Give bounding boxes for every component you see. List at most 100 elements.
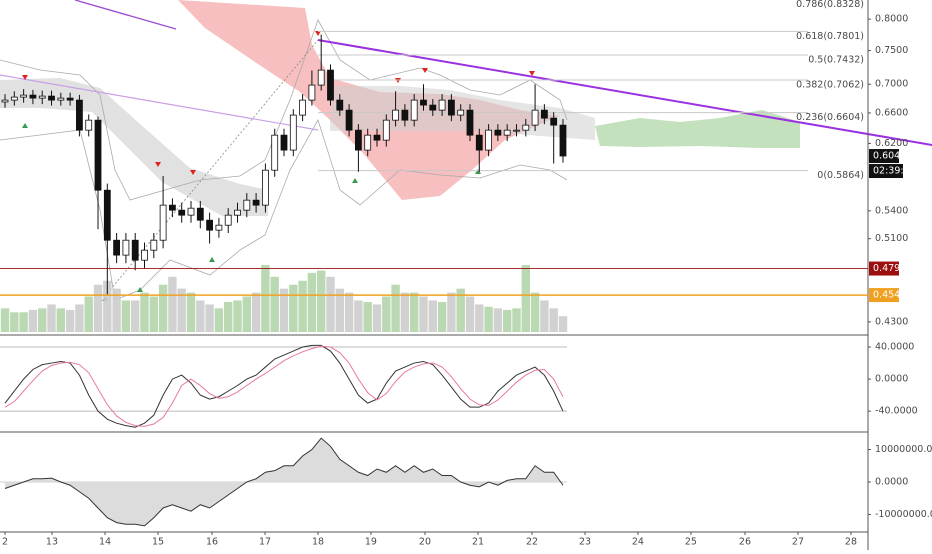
candle-body [150, 239, 158, 251]
volume-bar [205, 304, 214, 332]
price-label: 0.4543 [873, 290, 906, 301]
volume-bar [391, 284, 400, 332]
candle-body [243, 199, 251, 211]
cloud-gray [0, 78, 268, 216]
candle-body [382, 119, 390, 141]
price-label: 0.4797 [873, 263, 906, 274]
candle-body [289, 114, 297, 151]
y-tick-label: 0.8000 [875, 14, 908, 25]
fib-label: 0.5(0.7432) [808, 55, 864, 66]
volume-bar [437, 302, 447, 332]
y-tick-label: 40.0000 [875, 342, 914, 353]
volume-bar [168, 276, 177, 332]
x-tick-label: 26 [739, 537, 751, 548]
volume-bar [10, 312, 19, 332]
x-tick-label: 2 [2, 537, 8, 548]
volume-bar [261, 265, 270, 332]
volume-bar [354, 300, 363, 332]
x-tick-label: 21 [472, 537, 484, 548]
trend-line [74, 0, 177, 30]
x-tick-label: 23 [579, 537, 591, 548]
candle-body [494, 129, 502, 136]
y-tick-label: 0.7000 [875, 79, 908, 90]
price-box [869, 261, 899, 276]
price-box [869, 288, 899, 303]
trend-line [104, 39, 319, 297]
candle-body [224, 214, 232, 226]
volume-bar [196, 300, 205, 332]
candle-body [429, 104, 437, 111]
volume-bar [28, 309, 38, 332]
volume-bar [149, 296, 159, 332]
candle-body [234, 209, 241, 216]
candle-body [85, 119, 93, 131]
envelope [0, 19, 568, 201]
volume-bar [103, 280, 112, 332]
x-tick-label: 15 [152, 537, 164, 548]
x-tick-label: 25 [685, 537, 697, 548]
trend-line [317, 39, 932, 146]
volume-bar [363, 302, 372, 332]
fib-label: 0(0.5864) [817, 170, 864, 181]
candle-body [252, 199, 260, 206]
volume-bar [400, 292, 410, 332]
candle-body [38, 95, 46, 99]
volume-bar [0, 308, 10, 332]
volume-bar [382, 296, 391, 332]
candle-body [280, 134, 288, 151]
volume-bar [158, 284, 168, 332]
candle-body [540, 109, 548, 119]
volume-bar [47, 304, 56, 332]
candle-body [410, 99, 418, 121]
candle-body [447, 99, 455, 116]
volume-bar [298, 280, 307, 332]
y-tick-label: 10000000.0000 [875, 444, 932, 455]
candle-body [392, 109, 399, 121]
x-tick-label: 18 [312, 537, 324, 548]
x-tick-label: 16 [206, 537, 218, 548]
y-tick-label: 0.5400 [875, 205, 908, 216]
candle-body [159, 204, 167, 241]
volume-bar [38, 308, 47, 332]
volume-bar [493, 308, 503, 332]
y-tick-label: 0.7500 [875, 45, 908, 56]
volume-bar [558, 316, 568, 332]
y-tick-label: 0.0000 [875, 477, 908, 488]
volume-bar [289, 284, 298, 332]
oscillator-line [4, 345, 564, 427]
candle-body [503, 129, 511, 136]
candle-body [29, 94, 37, 99]
volume-bar [475, 304, 484, 332]
candle-body [113, 239, 121, 256]
y-tick-label: -40.0000 [875, 406, 918, 417]
candle-body [522, 124, 530, 131]
candle-body [122, 239, 130, 256]
y-tick-label: -10000000.0000 [875, 509, 932, 520]
x-tick-label: 19 [365, 537, 377, 548]
volume-bar [75, 304, 84, 332]
volume-bar [251, 292, 261, 332]
candle-body [420, 99, 427, 106]
candle-body [317, 69, 325, 86]
volume-bar [326, 276, 335, 332]
candle-body [66, 97, 74, 101]
x-tick-label: 14 [99, 537, 111, 548]
candle-body [94, 119, 102, 191]
candle-body [215, 224, 223, 231]
fib-label: 0.786(0.8328) [796, 0, 864, 10]
candle-body [485, 129, 492, 151]
volume-bar [484, 306, 493, 332]
volume-bar [270, 276, 279, 332]
volume-bar [456, 288, 465, 332]
volume-bar [409, 292, 419, 332]
volume-bar [131, 300, 140, 332]
volume-bar [549, 308, 558, 332]
volume-bar [84, 296, 93, 332]
x-tick-label: 17 [259, 537, 271, 548]
candle-body [169, 204, 176, 211]
volume-bar [121, 300, 131, 332]
volume-bar [502, 309, 512, 332]
candle-body [196, 207, 204, 221]
fib-label: 0.236(0.6604) [796, 112, 864, 123]
volume-bar [344, 292, 354, 332]
